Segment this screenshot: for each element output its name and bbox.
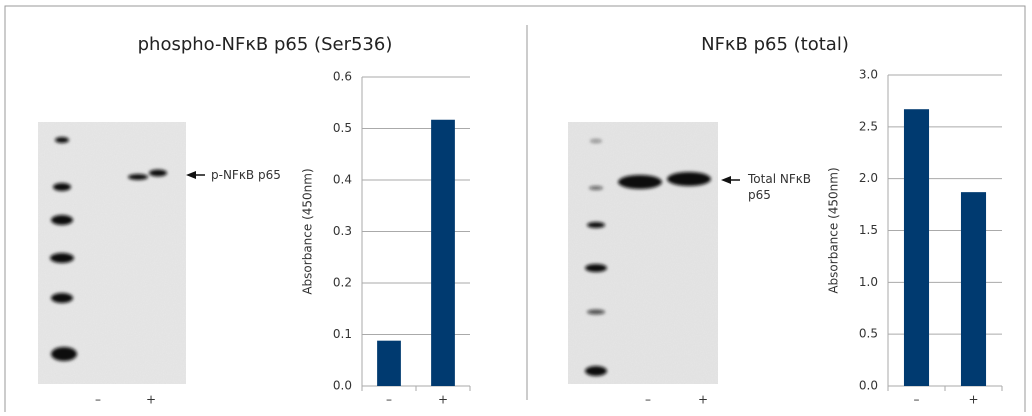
y-tick-label: 0.2 [333,276,352,290]
panel-title: phospho-NFκB p65 (Ser536) [138,34,393,55]
y-tick-label: 2.5 [859,119,878,133]
y-tick-label: 2.0 [859,171,878,185]
bar [961,192,986,386]
y-tick-label: 0.4 [333,173,352,187]
lane-label: – [95,393,101,407]
y-axis-label: Absorbance (450nm) [301,168,315,294]
bar [377,341,401,386]
y-tick-label: 0.1 [333,327,352,341]
x-tick-label: + [438,393,448,407]
figure-canvas: phospho-NFκB p65 (Ser536) – +0.0 0.1 0.2 0.3 0… [0,0,1032,412]
y-tick-label: 1.0 [859,275,878,289]
panel-title: NFκB p65 (total) [701,34,849,55]
figure: phospho-NFκB p65 (Ser536) – +0.0 0.1 0.2 0.3 0… [0,0,1032,412]
x-tick-label: + [968,393,978,407]
y-tick-label: 0.5 [333,121,352,135]
x-tick-label: – [386,393,392,407]
y-tick-label: 3.0 [859,68,878,82]
western-blot [38,122,205,384]
y-axis-label: Absorbance (450nm) [827,167,841,293]
western-blot [568,122,740,384]
y-tick-label: 1.5 [859,223,878,237]
band-label: Total NFκB p65 [748,171,828,203]
y-tick-label: 0.3 [333,224,352,238]
band-label: p-NFκB p65 [211,167,291,183]
lane-label: + [698,393,708,407]
y-tick-label: 0.5 [859,327,878,341]
y-tick-label: 0.6 [333,70,352,84]
x-tick-label: – [914,393,920,407]
y-tick-label: 0.0 [333,379,352,393]
lane-label: – [645,393,651,407]
bar [904,109,929,386]
y-tick-label: 0.0 [859,379,878,393]
bar [431,120,455,386]
lane-label: + [146,393,156,407]
